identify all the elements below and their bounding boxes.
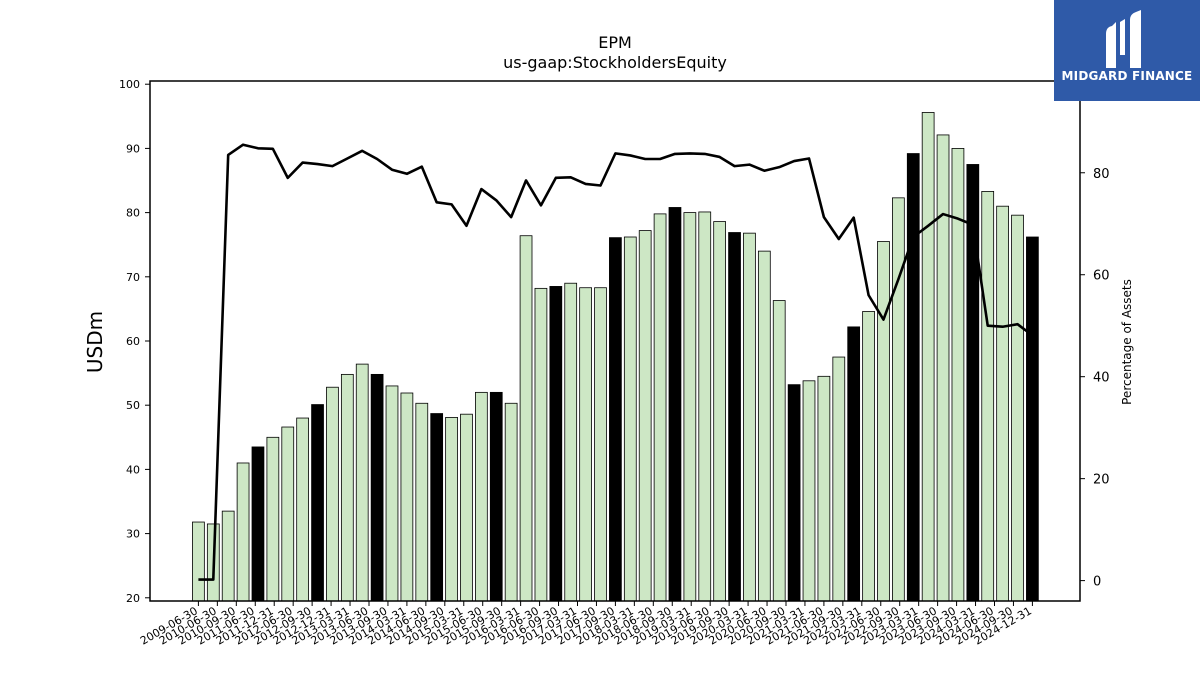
y2-tick-label: 80: [1093, 167, 1110, 182]
bar: [370, 373, 384, 602]
bar: [1011, 214, 1024, 602]
bar: [892, 197, 905, 602]
bar: [832, 356, 846, 602]
bar: [906, 153, 920, 602]
bar: [877, 241, 890, 602]
bar-series: [192, 112, 1039, 602]
bar: [251, 446, 265, 602]
midgard-finance-logo: MIDGARD FINANCE: [1054, 0, 1200, 101]
bar: [266, 436, 280, 602]
bar: [713, 221, 727, 602]
bar: [489, 391, 503, 602]
bar: [728, 232, 741, 602]
bar: [772, 300, 786, 602]
y2-tick-label: 40: [1093, 371, 1110, 386]
bar: [1026, 236, 1039, 602]
bar: [326, 386, 339, 602]
bar: [683, 212, 697, 602]
bar: [400, 392, 414, 602]
y-tick-label: 90: [126, 142, 140, 155]
y-tick-label: 20: [126, 592, 140, 605]
bar: [519, 235, 533, 602]
bar: [430, 413, 444, 602]
pct-assets-line: [198, 143, 1034, 581]
bar: [996, 205, 1009, 602]
chart-title: EPM: [598, 33, 632, 52]
bar: [549, 286, 563, 602]
bar: [609, 237, 622, 602]
bar: [221, 510, 235, 602]
bar: [787, 384, 801, 602]
bar: [817, 375, 831, 602]
y-axis-label: USDm: [83, 311, 107, 373]
bar: [802, 380, 816, 602]
y-axis-right: 0 20 40 60 80: [1080, 167, 1110, 590]
bar: [698, 211, 712, 602]
bar: [281, 426, 295, 602]
bar: [757, 250, 771, 602]
bar: [385, 385, 399, 602]
bar: [653, 213, 667, 602]
y-tick-label: 40: [126, 463, 140, 476]
bar: [594, 287, 607, 602]
line-series: [198, 143, 1034, 581]
bar: [921, 112, 935, 602]
logo-text: MIDGARD FINANCE: [1061, 69, 1193, 83]
x-axis: 2009-06-302010-06-302010-09-302011-06-30…: [138, 601, 1034, 648]
chart-subtitle: us-gaap:StockholdersEquity: [503, 53, 727, 72]
y-tick-label: 100: [119, 78, 140, 91]
bar: [847, 326, 861, 602]
logo-mark-icon: [1106, 10, 1141, 68]
bar: [311, 404, 324, 602]
bar: [564, 282, 578, 602]
bar: [504, 402, 518, 602]
bar: [862, 311, 875, 602]
y2-tick-label: 60: [1093, 269, 1110, 284]
bar: [475, 391, 488, 602]
bar: [981, 191, 995, 602]
y-tick-label: 30: [126, 528, 140, 541]
bar: [340, 373, 354, 602]
y-tick-label: 80: [126, 207, 140, 220]
bar: [460, 413, 473, 602]
bar: [415, 402, 429, 602]
bar: [534, 287, 548, 602]
y-tick-label: 50: [126, 399, 140, 412]
bar: [638, 230, 652, 602]
bar: [296, 417, 310, 602]
y-tick-label: 60: [126, 335, 140, 348]
y2-axis-label: Percentage of Assets: [1120, 279, 1134, 405]
bar: [743, 232, 756, 602]
bar: [623, 236, 637, 602]
y-axis-left: 20 30 40 50 60 70 80 90 100: [119, 78, 150, 605]
bar: [192, 521, 205, 602]
y-tick-label: 70: [126, 271, 140, 284]
bar: [445, 416, 458, 602]
bar: [236, 462, 250, 602]
bar: [355, 363, 369, 602]
bar: [936, 134, 950, 602]
y2-tick-label: 0: [1093, 575, 1101, 590]
bar: [579, 287, 592, 602]
bar: [668, 207, 682, 602]
y2-tick-label: 20: [1093, 473, 1110, 488]
